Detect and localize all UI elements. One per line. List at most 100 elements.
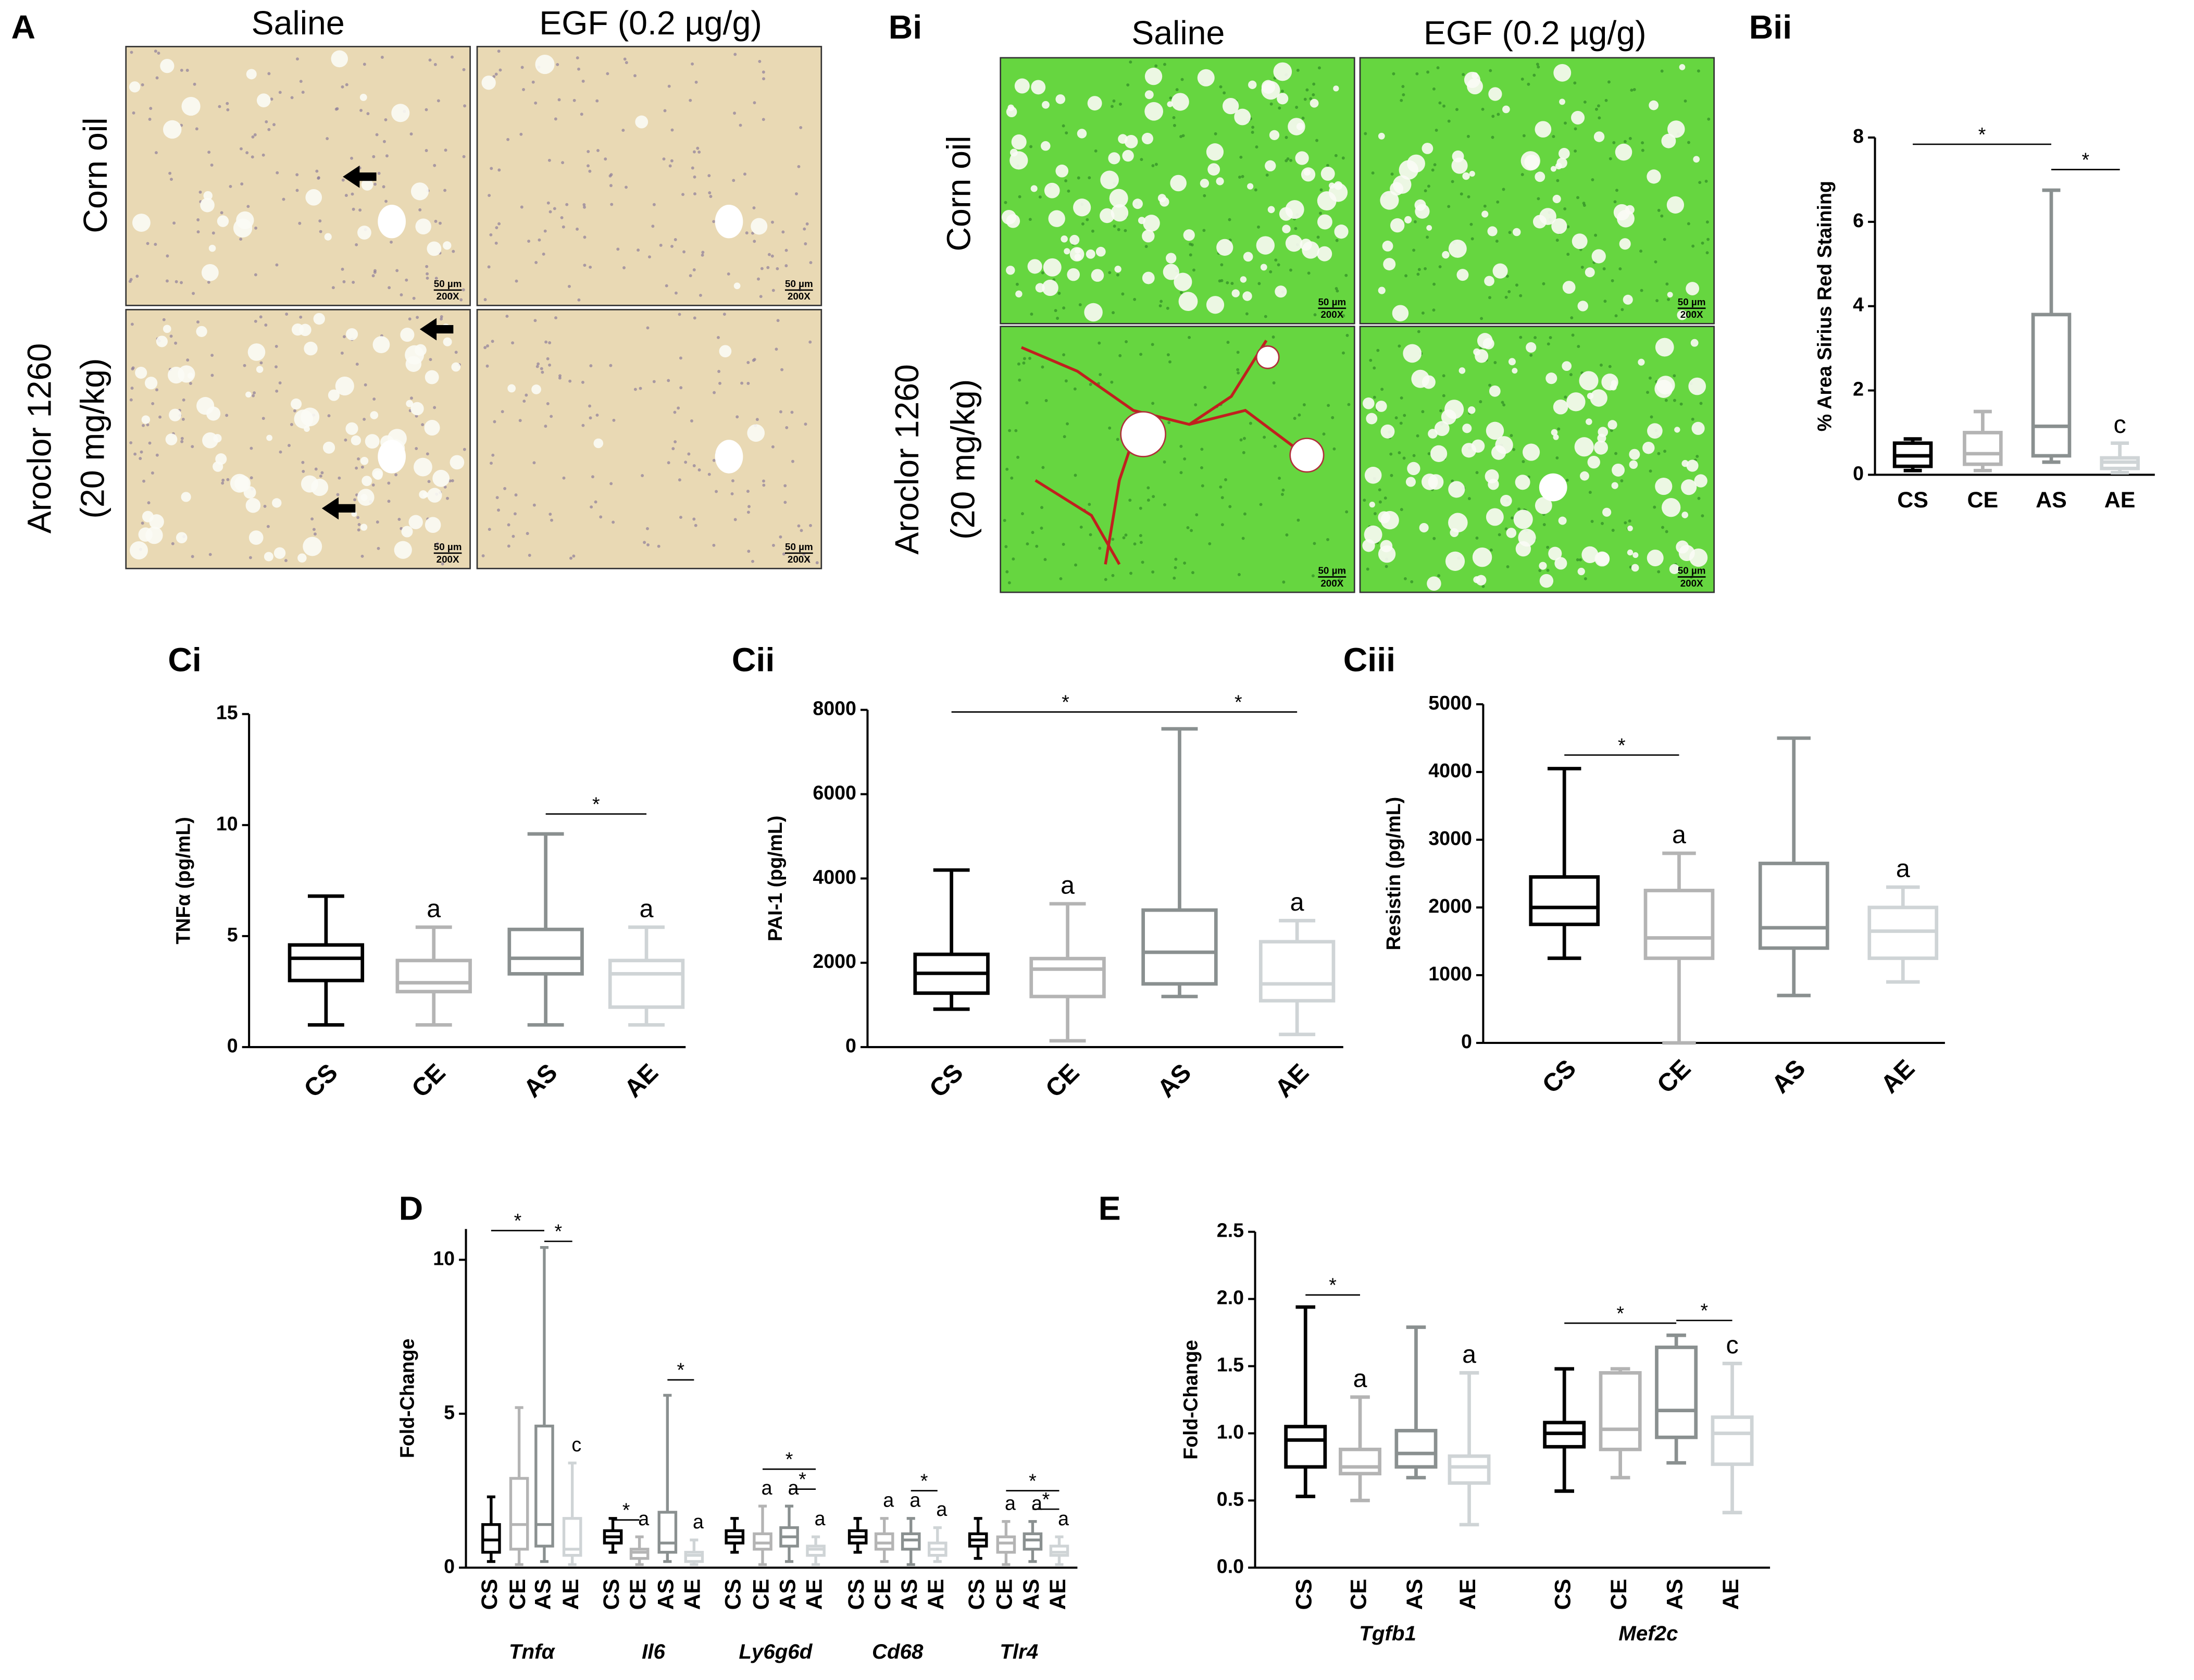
nucleus	[1281, 488, 1285, 492]
nucleus	[780, 368, 784, 371]
vacuole	[1265, 160, 1276, 172]
nucleus	[1665, 530, 1668, 533]
nucleus	[352, 280, 355, 284]
vacuole	[535, 54, 555, 74]
vessel	[378, 204, 406, 239]
nucleus	[282, 197, 285, 201]
nucleus	[546, 201, 550, 205]
nucleus	[670, 159, 674, 163]
vacuole	[1586, 418, 1592, 425]
y-tick-label: 1.5	[1217, 1353, 1244, 1375]
nucleus	[1026, 542, 1029, 546]
scale-label: 50 µm	[1678, 296, 1706, 307]
vacuole	[1269, 130, 1280, 140]
vacuole	[297, 553, 307, 563]
nucleus	[1342, 314, 1345, 317]
vacuole	[1434, 421, 1450, 437]
fibrosis	[1188, 340, 1268, 426]
x-tick-label: CS	[844, 1579, 869, 1610]
nucleus	[717, 335, 720, 339]
nucleus	[1394, 416, 1398, 420]
x-tick-label: CE	[1346, 1579, 1371, 1610]
nucleus	[759, 295, 763, 298]
vacuole	[1222, 97, 1239, 115]
vacuole	[1524, 155, 1540, 170]
nucleus	[1398, 344, 1401, 348]
vacuole	[1688, 377, 1706, 395]
vacuole	[132, 214, 151, 232]
vacuole	[1594, 440, 1609, 455]
nucleus	[373, 270, 377, 274]
vacuole	[1206, 143, 1224, 161]
nucleus	[1594, 233, 1598, 237]
vacuole	[422, 492, 429, 498]
vacuole	[203, 191, 213, 201]
nucleus	[576, 56, 579, 60]
nucleus	[1427, 184, 1430, 188]
nucleus	[317, 176, 320, 180]
vacuole	[1011, 134, 1027, 150]
vacuole	[1042, 101, 1050, 109]
nucleus	[707, 472, 711, 476]
vacuole	[1445, 551, 1465, 571]
nucleus	[1556, 179, 1560, 182]
vacuole	[1167, 101, 1173, 107]
nucleus	[657, 544, 660, 548]
nucleus	[1008, 429, 1012, 432]
nucleus	[701, 251, 705, 254]
significance-star: *	[1618, 734, 1626, 756]
x-tick-label: CE	[406, 1059, 451, 1103]
box	[1758, 862, 1829, 950]
nucleus	[1005, 570, 1009, 574]
nucleus	[1086, 218, 1089, 221]
nucleus	[1251, 131, 1254, 134]
nucleus	[299, 315, 303, 319]
vacuole	[201, 264, 219, 281]
nucleus	[758, 59, 762, 63]
vacuole	[1679, 64, 1686, 70]
nucleus	[1502, 403, 1506, 407]
vacuole	[365, 434, 380, 449]
vacuole	[305, 189, 322, 206]
nucleus	[1245, 312, 1249, 316]
nucleus	[351, 192, 354, 196]
vacuole	[1405, 477, 1416, 487]
nucleus	[1511, 516, 1514, 520]
nucleus	[746, 360, 750, 364]
nucleus	[174, 280, 178, 283]
nucleus	[1512, 447, 1516, 451]
vacuole	[1552, 194, 1561, 203]
nucleus	[290, 96, 294, 99]
row-label: Corn oil	[940, 135, 977, 251]
nucleus	[252, 394, 255, 397]
nucleus	[1111, 105, 1114, 108]
nucleus	[454, 351, 458, 354]
nucleus	[557, 98, 561, 102]
box	[996, 1535, 1016, 1554]
nucleus	[783, 484, 787, 488]
nucleus	[295, 189, 299, 192]
nucleus	[1555, 239, 1559, 242]
nucleus	[1004, 201, 1007, 204]
nucleus	[1604, 98, 1608, 102]
nucleus	[158, 415, 162, 419]
significance-letter: a	[1031, 1492, 1042, 1514]
nucleus	[1705, 220, 1709, 224]
nucleus	[1623, 140, 1627, 143]
nucleus	[384, 118, 388, 121]
nucleus	[1173, 123, 1176, 127]
box	[684, 1551, 704, 1563]
vacuole	[1282, 225, 1291, 233]
nucleus	[532, 503, 536, 507]
nucleus	[775, 347, 778, 351]
significance-star: *	[1978, 123, 1986, 145]
nucleus	[543, 229, 547, 233]
nucleus	[440, 315, 443, 318]
nucleus	[762, 70, 765, 74]
nucleus	[1665, 282, 1669, 286]
nucleus	[1412, 454, 1416, 457]
nucleus	[512, 534, 515, 538]
y-tick-label: 4	[1853, 294, 1864, 316]
nucleus	[751, 559, 754, 563]
